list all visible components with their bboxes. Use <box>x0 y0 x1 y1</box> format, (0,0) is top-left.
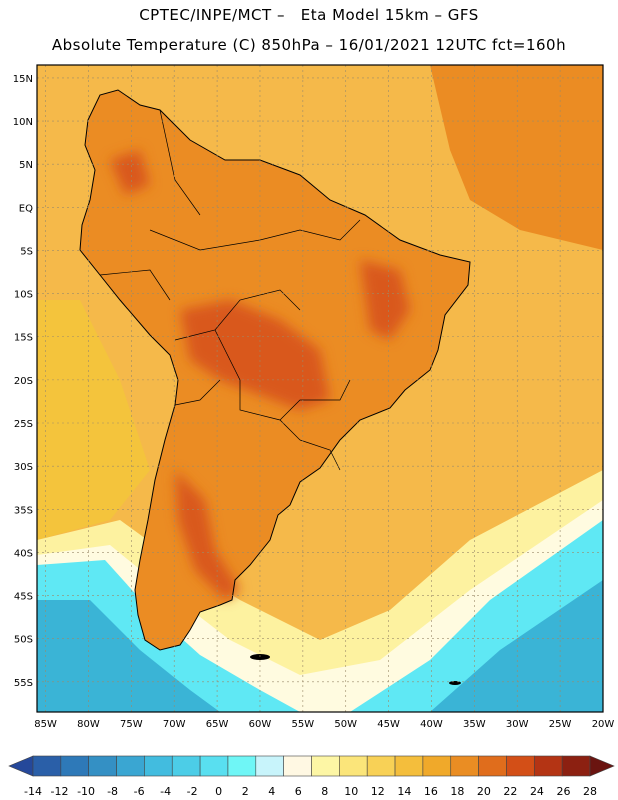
hot-core-colombia <box>110 150 150 195</box>
colorbar-swatch <box>506 755 535 777</box>
country-borders <box>99 109 361 471</box>
colorbar-label: 20 <box>477 785 491 798</box>
colorbar-swatch <box>561 755 591 777</box>
colorbar-label: 6 <box>295 785 302 798</box>
colorbar-label: -2 <box>187 785 198 798</box>
colorbar-swatch <box>144 755 173 777</box>
lon-label: 20W <box>592 719 615 730</box>
lat-label: 10S <box>14 290 33 301</box>
chart-title-line1: CPTEC/INPE/MCT – Eta Model 15km – GFS <box>139 6 479 24</box>
colorbar-swatch <box>199 755 229 777</box>
colorbar-swatch <box>366 755 396 777</box>
colorbar-swatch <box>255 755 284 777</box>
lat-label: 10N <box>13 117 33 128</box>
pacific-mild-zone <box>37 300 150 540</box>
colorbar-label: 22 <box>503 785 517 798</box>
colorbar: -14 -12 -10 -8 -6 -4 -2 0 2 4 6 8 10 12 14 16 18 20 22 24 26… <box>8 755 615 798</box>
island <box>250 654 270 660</box>
colorbar-label: 0 <box>215 785 222 798</box>
tropical-atlantic-warm <box>430 65 603 250</box>
lon-label: 85W <box>34 719 57 730</box>
colorbar-label: -4 <box>160 785 171 798</box>
colorbar-label: 14 <box>397 785 411 798</box>
lon-label: 75W <box>120 719 143 730</box>
colorbar-swatch <box>283 755 312 777</box>
coastline <box>79 89 471 651</box>
lon-label: 45W <box>377 719 400 730</box>
colorbar-swatch <box>339 755 368 777</box>
colorbar-label: 8 <box>321 785 328 798</box>
lat-label: 15S <box>14 333 33 344</box>
colorbar-swatch <box>88 755 117 777</box>
colorbar-label: 26 <box>556 785 570 798</box>
lon-label: 65W <box>206 719 229 730</box>
lon-label: 55W <box>292 719 315 730</box>
colorbar-swatch <box>311 755 340 777</box>
colorbar-label: 10 <box>344 785 358 798</box>
colorbar-min-arrow <box>8 755 34 777</box>
lat-label: EQ <box>19 203 33 214</box>
colorbar-label: -10 <box>77 785 95 798</box>
lat-label: 20S <box>14 376 33 387</box>
lon-label: 30W <box>506 719 529 730</box>
chart-title-line2: Absolute Temperature (C) 850hPa – 16/01/… <box>51 36 567 54</box>
lat-label: 55S <box>14 678 33 689</box>
lat-label: 5N <box>19 160 33 171</box>
lon-label: 80W <box>77 719 100 730</box>
lat-label: 15N <box>13 74 33 85</box>
colorbar-max-arrow <box>589 755 615 777</box>
colorbar-label: 16 <box>424 785 438 798</box>
colorbar-swatch <box>32 755 62 777</box>
lon-label: 50W <box>334 719 357 730</box>
colorbar-swatch <box>116 755 145 777</box>
island <box>449 681 461 685</box>
lat-label: 5S <box>20 246 33 257</box>
colorbar-swatch <box>60 755 89 777</box>
lon-label: 70W <box>163 719 186 730</box>
colorbar-label: 12 <box>371 785 385 798</box>
temperature-field <box>37 65 603 712</box>
hot-core-northeast <box>360 260 410 340</box>
grid-lines <box>37 65 603 712</box>
colorbar-label: -6 <box>134 785 145 798</box>
lon-label: 25W <box>549 719 572 730</box>
colorbar-swatch <box>227 755 257 777</box>
colorbar-swatch <box>533 755 563 777</box>
colorbar-label: 4 <box>268 785 275 798</box>
colorbar-label: -8 <box>107 785 118 798</box>
colorbar-label: 24 <box>530 785 544 798</box>
colorbar-label: -12 <box>51 785 69 798</box>
colorbar-swatch <box>171 755 201 777</box>
colorbar-swatch <box>394 755 424 777</box>
colorbar-label: -14 <box>24 785 42 798</box>
lat-label: 30S <box>14 462 33 473</box>
cold-blue-southeast <box>430 580 603 712</box>
map-frame <box>36 64 604 713</box>
lon-label: 60W <box>249 719 272 730</box>
colorbar-label: 18 <box>450 785 464 798</box>
colorbar-label: 2 <box>242 785 249 798</box>
hot-core-argentina <box>175 470 240 600</box>
colorbar-label: 28 <box>583 785 597 798</box>
cold-blue-southwest <box>37 600 220 712</box>
colorbar-swatch <box>422 755 452 777</box>
lat-label: 40S <box>14 548 33 559</box>
longitude-labels: 85W 80W 75W 70W 65W 60W 55W 50W 45W 40W 35W 30W 25W 2… <box>34 719 614 730</box>
lat-label: 45S <box>14 592 33 603</box>
lon-label: 40W <box>420 719 443 730</box>
lat-label: 50S <box>14 635 33 646</box>
lon-label: 35W <box>463 719 486 730</box>
lat-label: 25S <box>14 419 33 430</box>
colorbar-swatch <box>478 755 507 777</box>
lat-label: 35S <box>14 505 33 516</box>
latitude-labels: 15N 10N 5N EQ 5S 10S 15S 20S 25S 30S 35S 40S 45S 50S 5… <box>13 74 33 689</box>
colorbar-swatch <box>450 755 479 777</box>
